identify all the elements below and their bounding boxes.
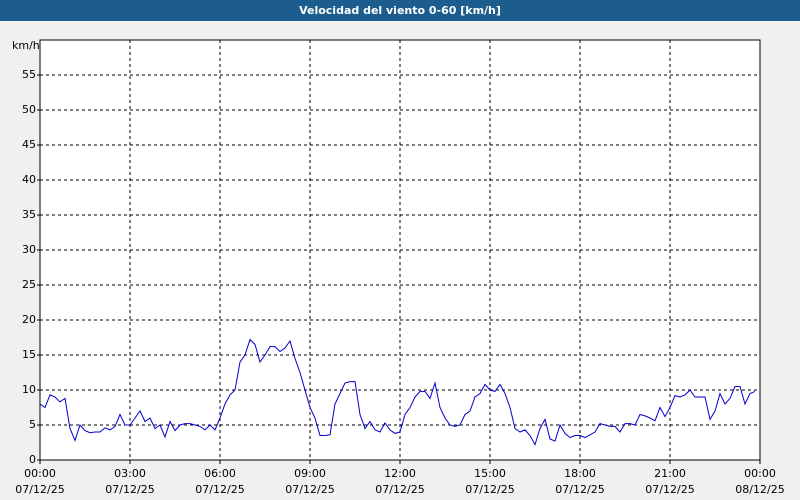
x-tick-date: 07/12/25 [465,483,514,496]
x-tick-date: 07/12/25 [555,483,604,496]
x-tick-label: 09:00 [294,467,326,480]
x-tick-label: 06:00 [204,467,236,480]
y-tick-label: 55 [22,68,36,81]
y-tick-label: 5 [29,418,36,431]
y-tick-label: 20 [22,313,36,326]
x-tick-date: 07/12/25 [105,483,154,496]
x-tick-date: 07/12/25 [15,483,64,496]
y-tick-label: 15 [22,348,36,361]
x-tick-label: 03:00 [114,467,146,480]
x-tick-date: 08/12/25 [735,483,784,496]
x-tick-label: 21:00 [654,467,686,480]
x-tick-date: 07/12/25 [645,483,694,496]
x-tick-date: 07/12/25 [195,483,244,496]
x-tick-label: 00:00 [24,467,56,480]
y-tick-label: 30 [22,243,36,256]
x-tick-label: 12:00 [384,467,416,480]
x-tick-label: 15:00 [474,467,506,480]
y-tick-label: 45 [22,138,36,151]
x-tick-date: 07/12/25 [285,483,334,496]
y-tick-label: 35 [22,208,36,221]
data-line [39,338,756,446]
title-bar [0,0,800,21]
y-tick-label: 10 [22,383,36,396]
y-unit: km/h [12,39,40,52]
chart-title: Velocidad del viento 0-60 [km/h] [299,4,501,17]
y-tick-label: 0 [29,453,36,466]
y-tick-label: 50 [22,103,36,116]
x-tick-label: 18:00 [564,467,596,480]
y-tick-label: 25 [22,278,36,291]
y-tick-label: 40 [22,173,36,186]
x-tick-date: 07/12/25 [375,483,424,496]
x-tick-label: 00:00 [744,467,776,480]
